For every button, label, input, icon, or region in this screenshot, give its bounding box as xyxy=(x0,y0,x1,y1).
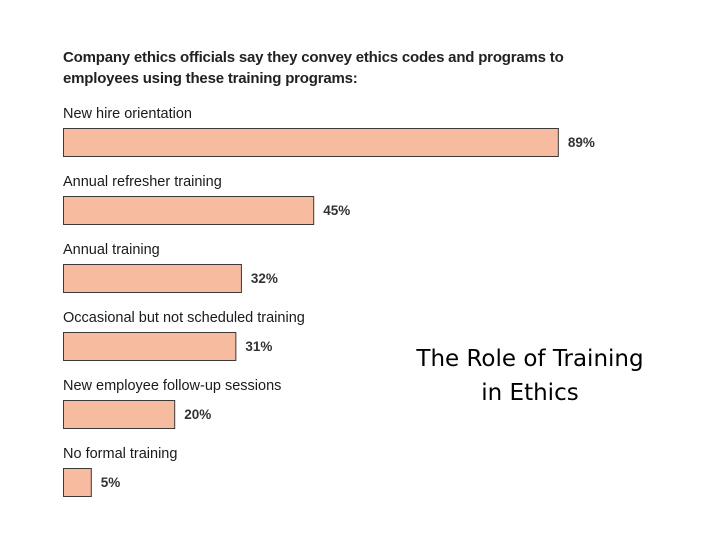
value-label-annual-refresher-training: 45% xyxy=(323,203,350,218)
bar-annual-refresher-training xyxy=(63,196,315,225)
value-label-no-formal-training: 5% xyxy=(101,475,121,490)
category-label-new-employee-follow-up: New employee follow-up sessions xyxy=(63,378,281,394)
slide-caption-line-1: The Role of Training xyxy=(416,346,644,372)
value-label-occasional-training: 31% xyxy=(245,339,272,354)
bar-occasional-training xyxy=(63,332,237,361)
slide-caption-line-2: in Ethics xyxy=(481,380,579,406)
bar-new-employee-follow-up xyxy=(63,400,176,429)
value-label-new-employee-follow-up: 20% xyxy=(184,407,211,422)
value-label-new-hire-orientation: 89% xyxy=(568,135,595,150)
category-label-new-hire-orientation: New hire orientation xyxy=(63,106,192,122)
bar-new-hire-orientation xyxy=(63,128,559,157)
category-label-occasional-training: Occasional but not scheduled training xyxy=(63,310,305,326)
category-label-annual-training: Annual training xyxy=(63,242,160,258)
category-label-no-formal-training: No formal training xyxy=(63,446,177,462)
slide-caption: The Role of Training in Ethics xyxy=(380,342,680,410)
bar-annual-training xyxy=(63,264,242,293)
bar-no-formal-training xyxy=(63,468,92,497)
chart-title: Company ethics officials say they convey… xyxy=(63,49,564,87)
category-label-annual-refresher-training: Annual refresher training xyxy=(63,174,222,190)
value-label-annual-training: 32% xyxy=(251,271,278,286)
